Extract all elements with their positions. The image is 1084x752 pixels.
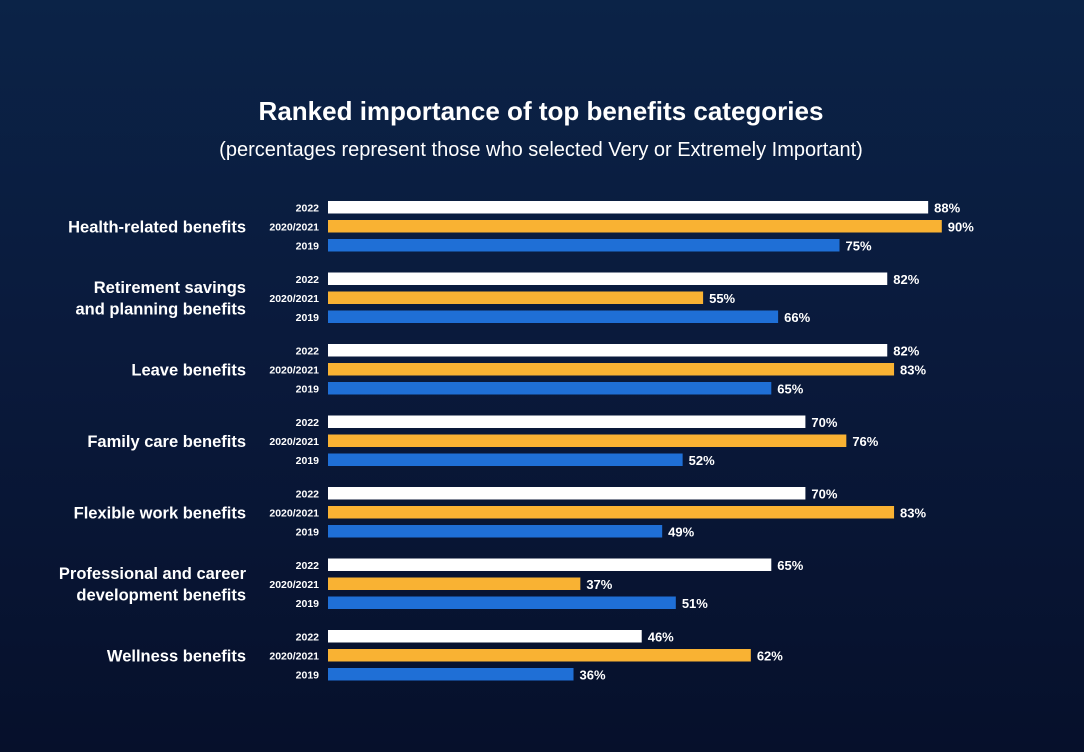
data-label: 36%: [580, 667, 606, 682]
series-label: 2019: [296, 383, 320, 395]
series-label: 2019: [296, 240, 320, 252]
data-label: 76%: [852, 434, 878, 449]
data-label: 65%: [777, 381, 803, 396]
bar: [328, 668, 574, 681]
series-label: 2020/2021: [269, 364, 319, 376]
bar: [328, 487, 806, 500]
bar: [328, 415, 806, 428]
bar: [328, 506, 895, 519]
series-label: 2022: [296, 631, 320, 643]
data-label: 82%: [893, 343, 919, 358]
series-label: 2020/2021: [269, 579, 319, 591]
data-label: 83%: [900, 505, 926, 520]
bar: [328, 453, 683, 466]
data-label: 52%: [689, 453, 715, 468]
bar: [328, 310, 779, 323]
bar: [328, 272, 888, 285]
series-label: 2020/2021: [269, 221, 319, 233]
series-label: 2022: [296, 345, 320, 357]
bar: [328, 363, 895, 376]
category-label: Health-related benefits: [68, 218, 246, 236]
category-label: development benefits: [76, 587, 246, 605]
data-label: 51%: [682, 596, 708, 611]
data-label: 70%: [811, 486, 837, 501]
data-label: 83%: [900, 362, 926, 377]
bar: [328, 525, 663, 538]
data-label: 66%: [784, 310, 810, 325]
series-label: 2020/2021: [269, 436, 319, 448]
bar: [328, 220, 942, 233]
bar: [328, 630, 642, 643]
series-label: 2022: [296, 560, 320, 572]
category-label: Flexible work benefits: [74, 504, 246, 522]
category-label: Leave benefits: [131, 361, 246, 379]
category-label: and planning benefits: [75, 301, 246, 319]
data-label: 55%: [709, 291, 735, 306]
series-label: 2019: [296, 312, 320, 324]
data-label: 65%: [777, 558, 803, 573]
data-label: 37%: [586, 577, 612, 592]
bar: [328, 434, 847, 447]
series-label: 2022: [296, 417, 320, 429]
series-label: 2022: [296, 274, 320, 286]
series-label: 2019: [296, 455, 320, 467]
series-label: 2019: [296, 669, 320, 681]
series-label: 2022: [296, 202, 320, 214]
series-label: 2019: [296, 526, 320, 538]
category-label: Family care benefits: [87, 433, 246, 451]
series-label: 2020/2021: [269, 507, 319, 519]
data-label: 90%: [948, 219, 974, 234]
category-label: Retirement savings: [94, 279, 246, 297]
bar: [328, 201, 929, 214]
bar: [328, 558, 772, 571]
chart-subtitle: (percentages represent those who selecte…: [219, 139, 863, 161]
bar: [328, 382, 772, 395]
bar: [328, 291, 704, 304]
category-label: Professional and career: [59, 565, 247, 583]
series-label: 2022: [296, 488, 320, 500]
data-label: 82%: [893, 272, 919, 287]
series-label: 2020/2021: [269, 293, 319, 305]
bar: [328, 239, 840, 252]
chart-title: Ranked importance of top benefits catego…: [259, 96, 824, 126]
series-label: 2020/2021: [269, 650, 319, 662]
bar: [328, 577, 581, 590]
series-label: 2019: [296, 598, 320, 610]
bar: [328, 596, 676, 609]
bar: [328, 344, 888, 357]
data-label: 70%: [811, 415, 837, 430]
data-label: 62%: [757, 648, 783, 663]
data-label: 88%: [934, 200, 960, 215]
category-label: Wellness benefits: [107, 647, 246, 665]
data-label: 49%: [668, 524, 694, 539]
data-label: 75%: [846, 238, 872, 253]
bar: [328, 649, 751, 662]
plot-area: Health-related benefits 2022 88% 2020/2021 9…: [59, 200, 974, 682]
data-label: 46%: [648, 629, 674, 644]
